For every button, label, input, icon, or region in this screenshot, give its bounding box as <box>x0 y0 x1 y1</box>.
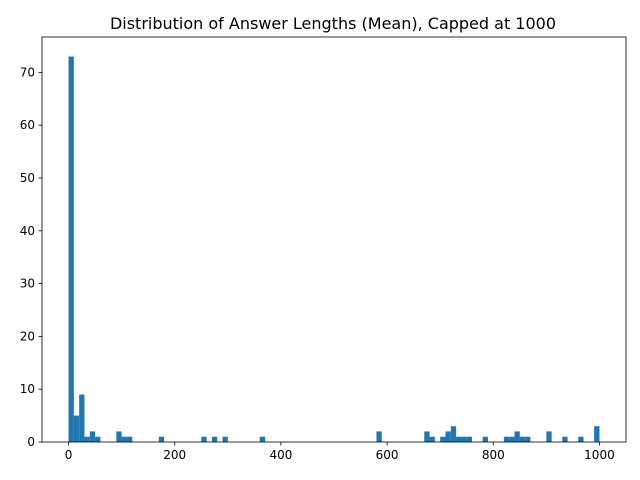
histogram-bar-26 <box>514 431 520 442</box>
y-tick-label: 40 <box>20 224 35 238</box>
histogram-bar-14 <box>376 431 382 442</box>
histogram-bar-29 <box>546 431 552 442</box>
histogram-bar-17 <box>440 436 446 442</box>
x-tick-label: 200 <box>163 448 186 462</box>
histogram-bar-6 <box>116 431 122 442</box>
histogram-bar-15 <box>424 431 430 442</box>
histogram-bar-11 <box>211 436 218 442</box>
histogram-bar-10 <box>201 436 207 442</box>
histogram-bar-20 <box>456 436 462 442</box>
histogram-bar-12 <box>222 436 228 442</box>
x-tick-label: 800 <box>482 448 505 462</box>
y-tick-label: 10 <box>20 382 35 396</box>
histogram-bar-16 <box>429 436 435 442</box>
chart-title: Distribution of Answer Lengths (Mean), C… <box>110 14 556 33</box>
bars-group <box>68 56 600 442</box>
plot-frame <box>41 36 627 443</box>
histogram-bar-21 <box>461 436 467 442</box>
x-tick-label: 600 <box>376 448 399 462</box>
y-tick-label: 20 <box>20 329 35 343</box>
y-tick-label: 30 <box>20 277 35 291</box>
y-tick-label: 70 <box>20 65 35 79</box>
histogram-bar-4 <box>89 431 96 442</box>
histogram-bar-32 <box>594 426 600 442</box>
histogram-bar-7 <box>121 436 127 442</box>
histogram-bar-18 <box>445 431 451 442</box>
histogram-bar-27 <box>519 436 526 442</box>
histogram-bar-13 <box>259 436 265 442</box>
axes-group: 0 200 400 600 800 1000 0 10 20 30 40 50 60 70 <box>20 36 627 462</box>
histogram-bar-28 <box>525 436 531 442</box>
histogram-bar-3 <box>84 436 90 442</box>
histogram-bar-9 <box>158 436 165 442</box>
y-tick-label: 50 <box>20 171 35 185</box>
x-tick-label: 0 <box>65 448 73 462</box>
histogram-bar-5 <box>95 436 101 442</box>
histogram-bar-22 <box>466 436 473 442</box>
histogram-bar-1 <box>73 415 80 442</box>
y-tick-label: 0 <box>27 435 35 449</box>
histogram-bar-19 <box>450 426 457 442</box>
histogram-bar-24 <box>503 436 510 442</box>
histogram-bar-31 <box>578 436 584 442</box>
x-tick-label: 400 <box>269 448 292 462</box>
histogram-bar-30 <box>562 436 568 442</box>
histogram-bar-23 <box>482 436 488 442</box>
histogram-bar-25 <box>509 436 515 442</box>
histogram-bar-8 <box>126 436 133 442</box>
y-tick-label: 60 <box>20 118 35 132</box>
histogram-bar-2 <box>79 394 85 442</box>
histogram-bar-0 <box>68 56 74 442</box>
x-tick-label: 1000 <box>584 448 615 462</box>
